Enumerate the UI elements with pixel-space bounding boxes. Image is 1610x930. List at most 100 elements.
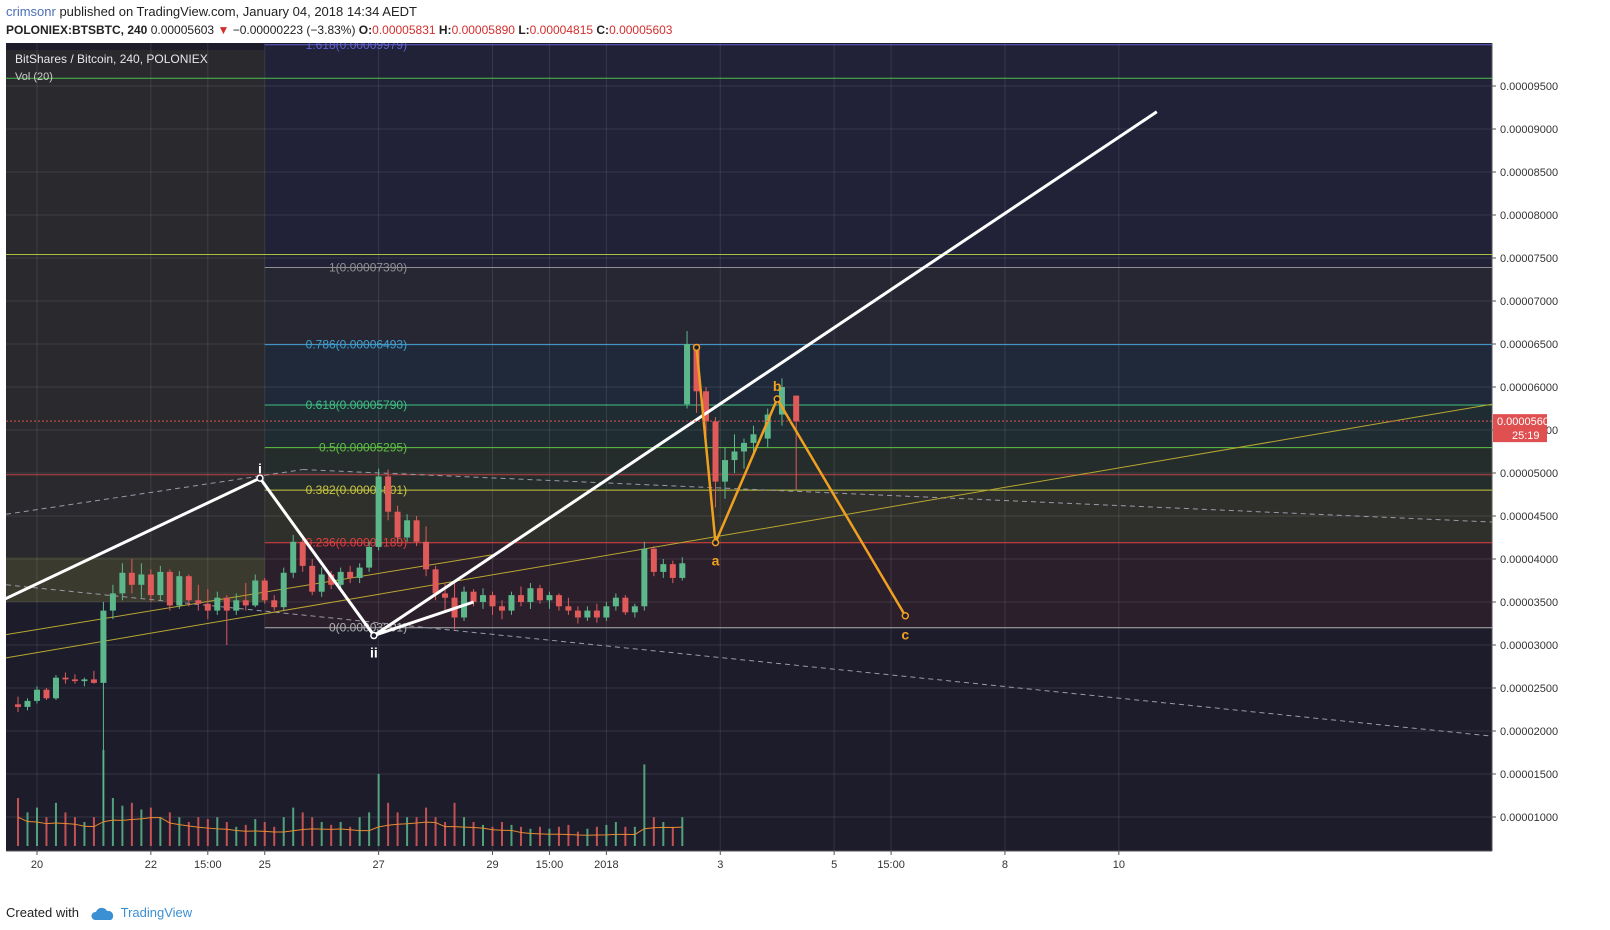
chart-area[interactable]: 0(0.00003201) 0.236(0.00004189) 0.382(0.00… [6, 43, 1604, 875]
candle-body [712, 421, 719, 482]
candle [138, 563, 145, 598]
x-tick-label: 8 [1002, 859, 1008, 871]
candle-body [631, 606, 638, 613]
candle [119, 563, 126, 601]
candle-body [508, 595, 515, 611]
x-tick-label: 20 [31, 859, 43, 871]
y-tick-label: 0.00006500 [1500, 339, 1558, 351]
volume-bar [83, 822, 86, 846]
candle [793, 395, 800, 490]
candle [15, 696, 21, 713]
candle [546, 591, 553, 609]
plot-background [6, 43, 1492, 851]
candle-body [603, 606, 610, 618]
price-axis-background [1492, 43, 1604, 875]
volume-bar [444, 822, 447, 846]
volume-bar [225, 822, 228, 846]
volume-bar [595, 826, 598, 846]
wave-label: c [901, 627, 909, 643]
wave-point[interactable] [256, 474, 264, 482]
candle [394, 505, 401, 544]
y-tick-label: 0.00007000 [1500, 296, 1558, 308]
volume-bar [500, 822, 503, 846]
candle-body [375, 476, 382, 547]
candle-body [480, 595, 487, 602]
volume-bar [529, 828, 532, 846]
fib-zone [264, 344, 1492, 406]
candle-body [679, 563, 686, 578]
candle-body [214, 597, 221, 611]
volume-bar [311, 817, 314, 846]
candle [778, 378, 785, 426]
zone-left [6, 49, 265, 558]
y-tick-label: 0.00006000 [1500, 382, 1558, 394]
wave-point[interactable] [692, 343, 701, 352]
candle-body [703, 391, 710, 422]
candle-body [536, 588, 543, 601]
candle [679, 557, 686, 581]
wave-point[interactable] [773, 395, 781, 403]
wave-point[interactable] [711, 538, 720, 547]
candle-body [731, 451, 738, 461]
candle [722, 447, 729, 499]
chart-title: BitShares / Bitcoin, 240, POLONIEX [15, 52, 208, 66]
volume-bar [349, 826, 352, 846]
volume-bar [159, 817, 162, 846]
volume-bar [605, 824, 608, 846]
volume-bar [235, 826, 238, 846]
author-link[interactable]: crimsonr [6, 4, 56, 19]
wave-point[interactable] [901, 612, 910, 620]
candle [347, 565, 354, 584]
tradingview-link[interactable]: TradingView [120, 905, 193, 920]
fib-label: 0.618(0.00005790) [306, 398, 407, 412]
candle [650, 546, 657, 577]
volume-bar [671, 826, 674, 846]
candle-body [166, 571, 173, 606]
volume-bar [35, 807, 38, 846]
volume-bar [472, 822, 475, 846]
candle [527, 583, 534, 609]
candle [271, 595, 278, 611]
candle [166, 569, 173, 611]
wave-point[interactable] [370, 631, 378, 640]
candle [660, 559, 667, 578]
fib-zone [264, 405, 1492, 448]
candle-body [233, 600, 240, 611]
fib-zone [264, 267, 1492, 345]
candle [242, 583, 249, 611]
volume-bar [643, 764, 646, 846]
y-tick-label: 0.00007500 [1500, 253, 1558, 265]
wave-i-ii-line[interactable] [6, 476, 474, 638]
candle [280, 567, 287, 611]
candle-body [242, 600, 249, 606]
low-label: L: [518, 23, 530, 37]
candle [480, 588, 487, 609]
candle-body [261, 580, 268, 601]
time-axis-background [6, 851, 1492, 875]
fib-label: 0.786(0.00006493) [306, 338, 407, 352]
fib-label: 0.382(0.00004801) [306, 483, 407, 497]
trendline-white[interactable] [373, 110, 1158, 637]
candle-body [693, 344, 700, 392]
candle [712, 417, 719, 508]
candle-body [185, 576, 192, 601]
candle [90, 670, 97, 684]
candle-body [622, 597, 629, 613]
publish-header: crimsonr published on TradingView.com, J… [6, 3, 1566, 39]
candle [375, 468, 382, 551]
candle [366, 541, 373, 572]
candle [147, 569, 154, 602]
candle-body [555, 595, 562, 607]
candle-body [778, 387, 785, 415]
candle [62, 672, 69, 684]
volume-bar [633, 826, 636, 846]
candle-body [394, 511, 401, 538]
volume-bar [358, 817, 361, 846]
channel-line [6, 403, 1493, 659]
created-with-text: Created with [6, 905, 79, 920]
x-tick-label: 10 [1113, 859, 1125, 871]
candle [669, 560, 676, 584]
wave-abc-line[interactable] [695, 347, 907, 617]
price-chart[interactable]: 0(0.00003201)0.236(0.00004189)0.382(0.00… [6, 43, 1604, 875]
candle-body [750, 434, 757, 443]
